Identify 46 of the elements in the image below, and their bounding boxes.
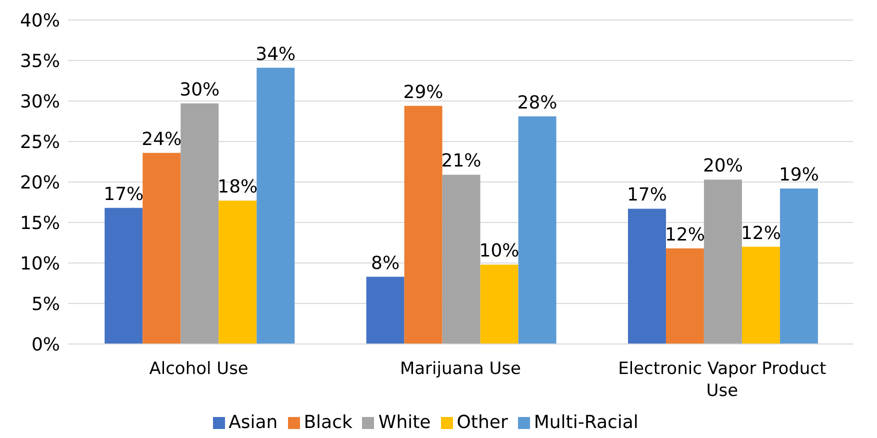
y-tick-label: 10%	[20, 253, 60, 274]
bar	[742, 246, 780, 344]
y-tick-label: 35%	[20, 50, 60, 72]
y-tick-label: 40%	[20, 10, 60, 32]
y-tick-label: 25%	[20, 132, 60, 153]
data-label: 12%	[664, 224, 705, 246]
x-tick-label: Marijuana Use	[400, 359, 522, 379]
bar	[628, 208, 666, 344]
data-label: 18%	[218, 176, 258, 198]
legend-label: Multi-Racial	[534, 412, 638, 433]
x-tick-label: Alcohol Use	[149, 359, 248, 379]
data-label: 21%	[441, 150, 482, 172]
y-tick-label: 5%	[31, 294, 60, 315]
data-label: 20%	[702, 156, 743, 177]
bar	[666, 248, 704, 344]
y-tick-label: 30%	[20, 91, 60, 112]
data-label: 19%	[778, 164, 819, 186]
data-label: 8%	[371, 252, 400, 274]
bar	[142, 152, 181, 344]
bar	[218, 200, 257, 344]
bar	[366, 276, 404, 344]
data-label: 24%	[142, 128, 182, 150]
legend-label: White	[378, 412, 431, 433]
bar	[256, 68, 295, 344]
bar	[404, 106, 442, 344]
data-label: 12%	[740, 222, 781, 244]
bar	[780, 188, 818, 344]
y-tick-label: 0%	[31, 334, 60, 356]
data-label: 34%	[256, 44, 296, 65]
legend-label: Black	[304, 412, 352, 433]
legend-label: Other	[456, 412, 508, 433]
data-label: 17%	[626, 184, 667, 206]
data-label: 29%	[403, 82, 444, 103]
bar	[180, 103, 219, 344]
x-tick-label: Electronic Vapor Product Use	[618, 359, 827, 401]
data-label: 30%	[180, 79, 220, 100]
bar	[104, 208, 143, 344]
bar	[518, 116, 556, 344]
data-label: 28%	[517, 92, 558, 114]
legend-label: Asian	[228, 412, 278, 433]
bar	[442, 174, 480, 344]
data-label: 10%	[479, 240, 520, 262]
y-tick-label: 15%	[20, 212, 60, 234]
bar	[704, 180, 742, 344]
y-tick-label: 20%	[20, 172, 60, 194]
bar	[480, 264, 518, 344]
